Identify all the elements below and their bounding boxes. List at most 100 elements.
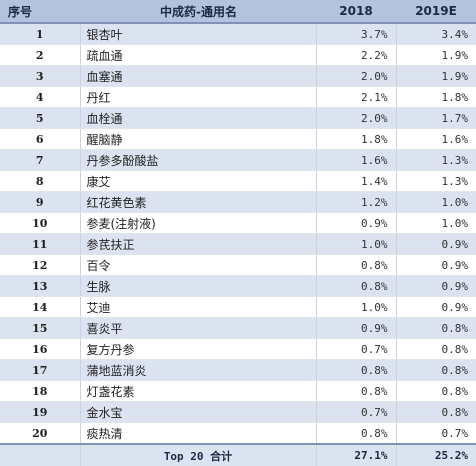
table-row: 18 灯盏花素 0.8% 0.8% [0,380,476,402]
drug-name: 参芪扶正 [79,233,316,255]
share-2018: 0.7% [315,401,396,423]
table-row: 2 疏血通 2.2% 1.9% [0,44,476,66]
drug-name: 银杏叶 [79,23,316,45]
table-row: 7 丹参多酚酸盐 1.6% 1.3% [0,149,476,171]
share-2019e: 1.7% [395,107,476,129]
table-row: 19 金水宝 0.7% 0.8% [0,401,476,423]
drug-name: 喜炎平 [79,317,316,339]
share-2019e: 0.7% [395,422,476,445]
drug-name: 丹红 [79,86,316,108]
share-2018: 0.9% [315,317,396,339]
table-row: 5 血栓通 2.0% 1.7% [0,107,476,129]
share-2019e: 0.8% [395,317,476,339]
total-row: Top 20 合计 27.1% 25.2% [0,443,476,466]
table-row: 4 丹红 2.1% 1.8% [0,86,476,108]
drug-name: 醒脑静 [79,128,316,150]
total-2019e: 25.2% [395,443,476,466]
row-number: 5 [0,107,80,129]
share-2019e: 1.9% [395,65,476,87]
row-number: 7 [0,149,80,171]
share-2018: 0.9% [315,212,396,234]
table-row: 1 银杏叶 3.7% 3.4% [0,23,476,45]
share-2018: 0.8% [315,380,396,402]
table-row: 8 康艾 1.4% 1.3% [0,170,476,192]
row-number: 14 [0,296,80,318]
header-name: 中成药-通用名 [80,0,316,24]
row-number: 12 [0,254,80,276]
table-row: 9 红花黄色素 1.2% 1.0% [0,191,476,213]
table-row: 12 百令 0.8% 0.9% [0,254,476,276]
share-2018: 0.7% [315,338,396,360]
table-row: 20 痰热清 0.8% 0.7% [0,422,476,445]
share-2018: 0.8% [315,275,396,297]
drug-name: 蒲地蓝消炎 [79,359,316,381]
share-2019e: 1.8% [395,86,476,108]
table-row: 3 血塞通 2.0% 1.9% [0,65,476,87]
drug-name: 红花黄色素 [79,191,316,213]
drug-name: 参麦(注射液) [79,212,316,234]
row-number: 15 [0,317,80,339]
header-row: 序号 中成药-通用名 2018 2019E [0,0,476,24]
row-number: 9 [0,191,80,213]
table-row: 16 复方丹参 0.7% 0.8% [0,338,476,360]
share-2018: 2.2% [315,44,396,66]
row-number: 20 [0,422,80,445]
table-row: 15 喜炎平 0.9% 0.8% [0,317,476,339]
share-2018: 0.8% [315,359,396,381]
drug-name: 百令 [79,254,316,276]
header-no: 序号 [0,0,80,24]
share-2019e: 1.3% [395,170,476,192]
table-row: 17 蒲地蓝消炎 0.8% 0.8% [0,359,476,381]
drug-name: 金水宝 [79,401,316,423]
row-number: 6 [0,128,80,150]
share-2019e: 1.9% [395,44,476,66]
share-2018: 1.0% [315,296,396,318]
drug-name: 复方丹参 [79,338,316,360]
drug-name: 血栓通 [79,107,316,129]
share-2018: 1.6% [315,149,396,171]
total-no-cell [0,443,80,466]
share-2019e: 0.8% [395,338,476,360]
drug-name: 丹参多酚酸盐 [79,149,316,171]
share-2019e: 0.9% [395,233,476,255]
drug-name: 血塞通 [79,65,316,87]
share-2019e: 3.4% [395,23,476,45]
row-number: 13 [0,275,80,297]
share-2018: 0.8% [315,422,396,445]
row-number: 10 [0,212,80,234]
share-2018: 0.8% [315,254,396,276]
share-2019e: 1.0% [395,191,476,213]
drug-name: 康艾 [79,170,316,192]
share-2018: 1.4% [315,170,396,192]
share-2019e: 0.8% [395,359,476,381]
row-number: 17 [0,359,80,381]
drug-name: 生脉 [79,275,316,297]
share-2018: 2.0% [315,65,396,87]
header-2019e: 2019E [396,0,476,24]
table-row: 10 参麦(注射液) 0.9% 1.0% [0,212,476,234]
row-number: 8 [0,170,80,192]
table-row: 11 参芪扶正 1.0% 0.9% [0,233,476,255]
share-2018: 1.0% [315,233,396,255]
share-2018: 1.2% [315,191,396,213]
drug-name: 疏血通 [79,44,316,66]
drug-name: 艾迪 [79,296,316,318]
row-number: 1 [0,23,80,45]
row-number: 3 [0,65,80,87]
share-2019e: 1.3% [395,149,476,171]
share-2019e: 0.8% [395,380,476,402]
share-2019e: 0.8% [395,401,476,423]
row-number: 4 [0,86,80,108]
header-2018: 2018 [316,0,396,24]
share-2019e: 1.0% [395,212,476,234]
table-row: 13 生脉 0.8% 0.9% [0,275,476,297]
share-2018: 1.8% [315,128,396,150]
total-label: Top 20 合计 [79,443,316,466]
share-2018: 3.7% [315,23,396,45]
row-number: 11 [0,233,80,255]
row-number: 16 [0,338,80,360]
row-number: 19 [0,401,80,423]
table-row: 14 艾迪 1.0% 0.9% [0,296,476,318]
row-number: 2 [0,44,80,66]
